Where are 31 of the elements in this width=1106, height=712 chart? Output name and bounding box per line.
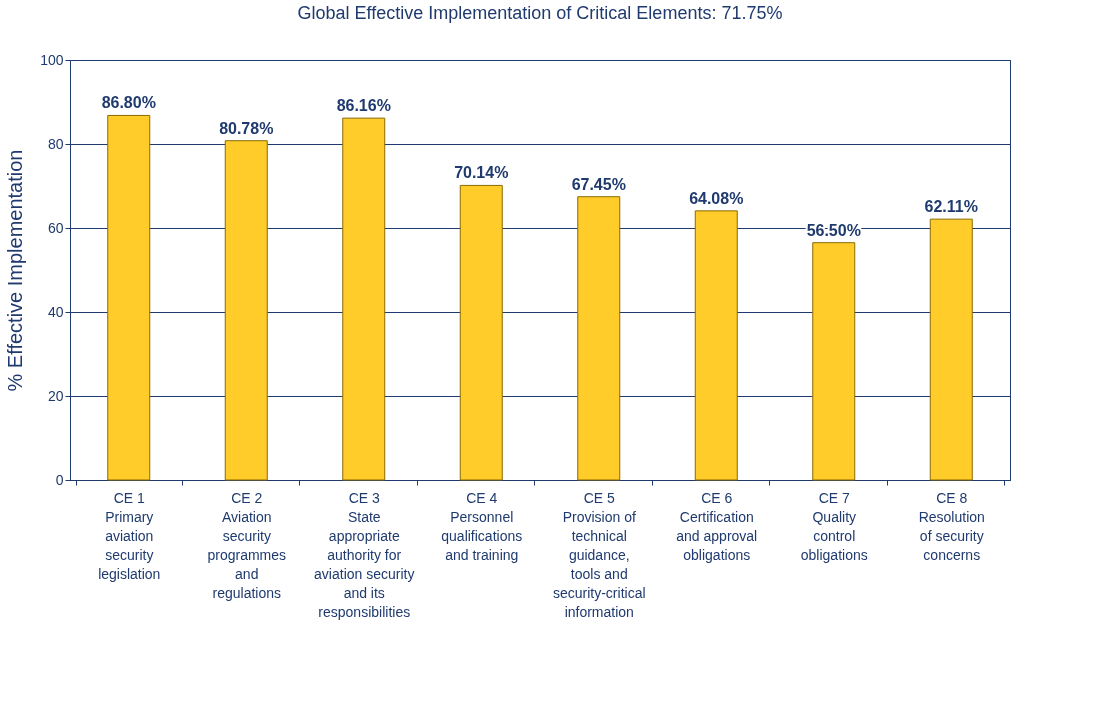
data-label: 80.78% — [219, 119, 274, 137]
data-label: 64.08% — [689, 189, 744, 207]
bar — [929, 218, 973, 481]
y-tick-label: 40 — [47, 303, 64, 320]
data-label: 62.11% — [924, 198, 978, 216]
data-label: 67.45% — [571, 175, 626, 193]
y-tick-label: 60 — [47, 219, 64, 236]
data-label: 86.80% — [101, 94, 156, 112]
x-tick-label: CE 1 Primary aviation security legislation — [98, 489, 161, 582]
bar — [577, 196, 621, 481]
bar — [694, 210, 738, 481]
y-tick-label: 100 — [40, 51, 64, 68]
data-label: 70.14% — [454, 164, 509, 182]
y-tick-label: 20 — [47, 387, 64, 404]
x-tick-label: CE 2 Aviation security programmes and regulations — [207, 489, 287, 601]
x-tick-label: CE 5 Provision of technical guidance, tools and security-critical information — [552, 489, 646, 620]
bar — [342, 117, 386, 481]
bar — [107, 114, 151, 481]
y-tick-label: 0 — [55, 471, 64, 488]
bar — [224, 140, 268, 481]
y-axis-title: % Effective Implementation — [4, 149, 27, 392]
x-tick-label: CE 3 State appropriate authority for aviation security and its responsibilities — [314, 489, 415, 620]
x-tick-label: CE 6 Certification and approval obligations — [676, 489, 758, 563]
x-tick-label: CE 8 Resolution of security concerns — [918, 489, 985, 563]
x-tick-label: CE 7 Quality control obligations — [800, 489, 868, 563]
data-label: 86.16% — [336, 97, 391, 115]
bar — [459, 184, 503, 481]
x-tick-label: CE 4 Personnel qualifications and training — [441, 489, 523, 563]
chart-title: Global Effective Implementation of Critical Elements: 71.75% — [297, 3, 783, 23]
y-tick-label: 80 — [47, 135, 64, 152]
bar — [812, 242, 856, 481]
